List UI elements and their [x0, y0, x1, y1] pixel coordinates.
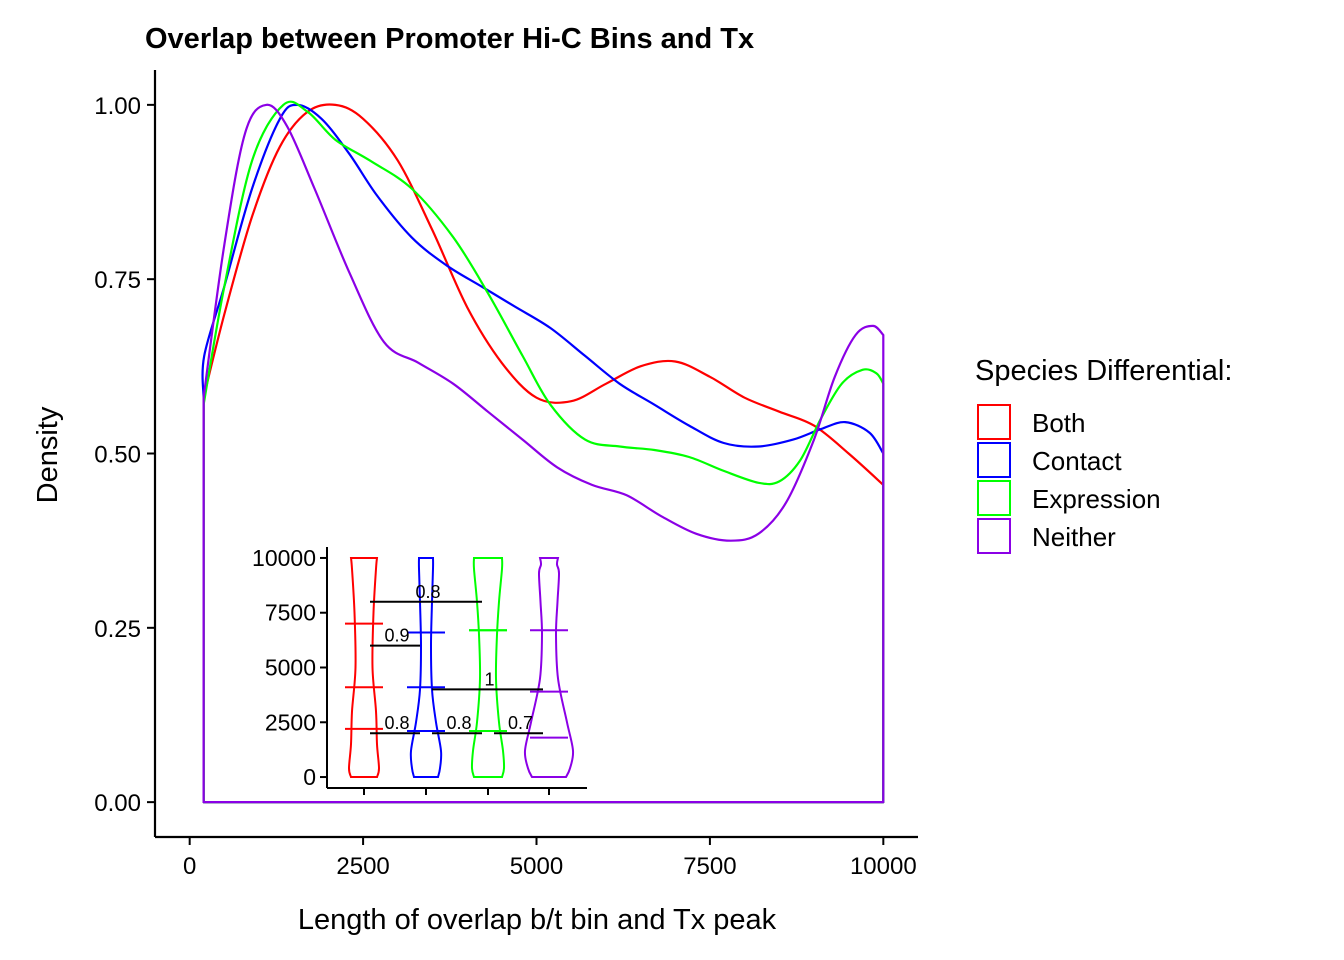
- legend-label-both: Both: [1032, 408, 1086, 438]
- violin-neither: [523, 557, 575, 778]
- legend-label-contact: Contact: [1032, 446, 1122, 476]
- inset-y-tick-label: 0: [303, 764, 316, 790]
- y-tick-label: 0.75: [94, 267, 141, 294]
- density-series: [201, 100, 885, 804]
- comparison-p-label: 0.8: [415, 582, 440, 602]
- comparison-p-label: 0.8: [384, 713, 409, 733]
- density-curve-neither: [202, 103, 885, 804]
- legend-key-contact: [977, 442, 1011, 478]
- legend-title: Species Differential:: [975, 355, 1232, 387]
- legend-key-both: [977, 404, 1011, 440]
- comparison-p-label: 0.7: [508, 713, 533, 733]
- inset-y-tick-label: 7500: [265, 600, 316, 626]
- comparison-p-label: 1: [484, 669, 494, 689]
- inset-y-tick-label: 2500: [265, 709, 316, 735]
- comparison-p-label: 0.8: [446, 713, 471, 733]
- violin-both: [347, 557, 381, 778]
- x-tick-label: 0: [183, 853, 196, 880]
- inset-background: [206, 540, 591, 793]
- x-tick-label: 2500: [336, 853, 389, 880]
- chart-title: Overlap between Promoter Hi-C Bins and T…: [145, 23, 754, 55]
- legend-key-expression: [977, 480, 1011, 516]
- x-tick-label: 5000: [510, 853, 563, 880]
- inset-y-tick-label: 5000: [265, 655, 316, 681]
- y-tick-label: 1.00: [94, 93, 141, 120]
- y-tick-label: 0.25: [94, 616, 141, 643]
- density-curve-contact: [201, 103, 885, 804]
- y-tick-label: 0.50: [94, 442, 141, 469]
- axes: 0.00 0.25 0.50 0.75 1.00 0 2500 5000 7500 10000: [94, 70, 918, 880]
- legend-key-neither: [977, 518, 1011, 554]
- x-axis-label: Length of overlap b/t bin and Tx peak: [298, 904, 777, 936]
- y-axis-label: Density: [32, 406, 64, 503]
- legend-label-neither: Neither: [1032, 522, 1116, 552]
- inset-y-tick-label: 10000: [252, 545, 316, 571]
- legend-label-expression: Expression: [1032, 484, 1161, 514]
- x-tick-label: 10000: [850, 853, 917, 880]
- density-curve-both: [202, 103, 885, 804]
- violin-inset: 0 2500 5000 7500 10000 0.8 0.9 1 0.8 0.8 0.7: [206, 540, 591, 795]
- x-tick-label: 7500: [683, 853, 736, 880]
- comparison-p-label: 0.9: [384, 626, 409, 646]
- y-tick-label: 0.00: [94, 790, 141, 817]
- legend: Species Differential: Both Contact Express…: [975, 355, 1232, 554]
